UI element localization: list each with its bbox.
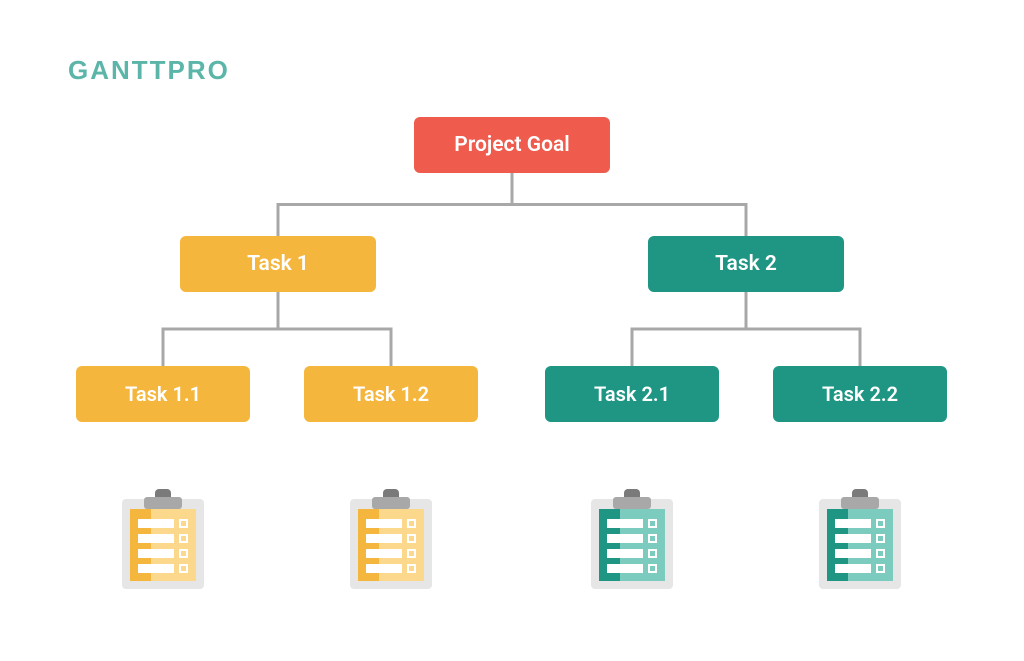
node-label: Task 1.2 (353, 382, 429, 406)
node-label: Project Goal (454, 133, 569, 157)
clipboard-icon (122, 489, 204, 589)
node-label: Task 2.2 (822, 382, 898, 406)
node-task-2: Task 2 (648, 236, 844, 292)
clipboard-icon (350, 489, 432, 589)
node-label: Task 2.1 (594, 382, 670, 406)
node-label: Task 1.1 (125, 382, 201, 406)
wbs-diagram: Project Goal Task 1 Task 2 Task 1.1 Task… (0, 0, 1024, 661)
node-task-2-2: Task 2.2 (773, 366, 947, 422)
node-label: Task 2 (715, 252, 777, 276)
clipboard-icon (591, 489, 673, 589)
clipboard-icon (819, 489, 901, 589)
node-project-goal: Project Goal (414, 117, 610, 173)
node-task-1-2: Task 1.2 (304, 366, 478, 422)
node-task-1-1: Task 1.1 (76, 366, 250, 422)
node-label: Task 1 (247, 252, 309, 276)
node-task-1: Task 1 (180, 236, 376, 292)
node-task-2-1: Task 2.1 (545, 366, 719, 422)
